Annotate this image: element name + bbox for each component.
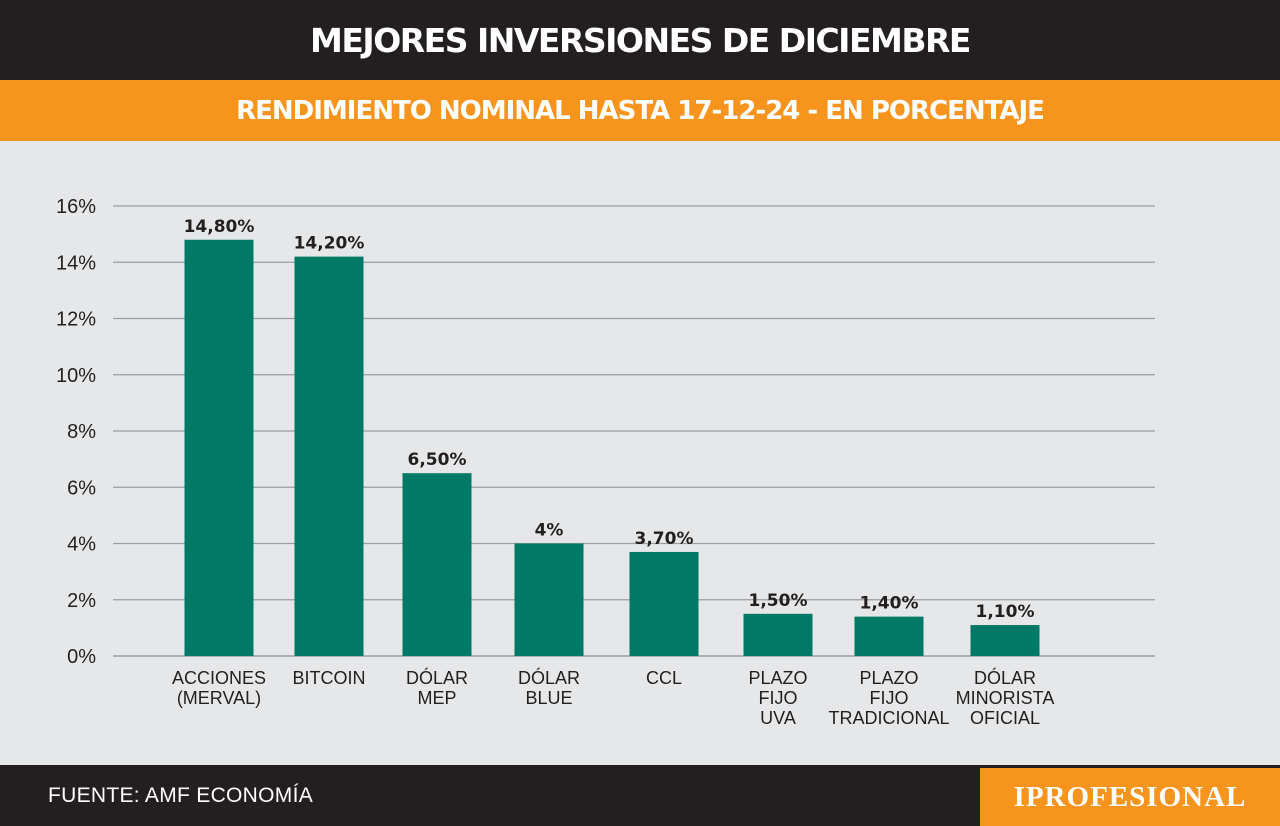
category-label-line: CCL (646, 668, 682, 688)
category-label-line: ACCIONES (172, 668, 266, 688)
value-label: 14,80% (184, 217, 255, 237)
category-label: DÓLAR MEP (406, 667, 468, 708)
y-tick-label: 14% (56, 252, 96, 274)
value-label: 4% (535, 521, 564, 541)
category-label-line: TRADICIONAL (828, 708, 949, 728)
category-label: BITCOIN (292, 668, 365, 688)
bar (854, 616, 924, 656)
value-label: 6,50% (408, 450, 467, 470)
y-tick-label: 16% (56, 196, 96, 218)
category-label-line: MEP (417, 688, 456, 708)
category-label-line: BLUE (525, 688, 572, 708)
chart-subtitle: RENDIMIENTO NOMINAL HASTA 17-12-24 - EN … (0, 80, 1280, 141)
bar (629, 551, 699, 656)
category-label-line: BITCOIN (292, 668, 365, 688)
y-tick-label: 0% (67, 646, 96, 668)
chart-title: MEJORES INVERSIONES DE DICIEMBRE (0, 0, 1280, 80)
chart-area: 0% 2% 4% 6% 8% 10% 12% 14% 16% 14,80% ACCIONES (MER… (0, 141, 1280, 765)
value-label: 14,20% (294, 234, 365, 254)
category-label: PLAZO FIJO UVA (748, 668, 807, 728)
category-label-line: FIJO (759, 688, 798, 708)
bar (514, 543, 584, 656)
category-label: ACCIONES (MERVAL) (172, 668, 266, 708)
value-label: 1,50% (749, 591, 808, 611)
bar (294, 256, 364, 656)
category-label-line: (MERVAL) (177, 688, 261, 708)
bar (743, 613, 813, 656)
category-label: DÓLAR BLUE (518, 667, 580, 708)
y-tick-label: 6% (67, 477, 96, 499)
category-label-line: DÓLAR (974, 667, 1036, 688)
category-label-line: FIJO (870, 688, 909, 708)
brand-logo[interactable]: IPROFESIONAL (980, 768, 1280, 826)
category-label: PLAZO FIJO TRADICIONAL (828, 668, 949, 728)
category-label-line: MINORISTA (956, 688, 1055, 708)
footer: FUENTE: AMF ECONOMÍA IPROFESIONAL (0, 765, 1280, 826)
category-label-line: DÓLAR (518, 667, 580, 688)
bar (402, 473, 472, 656)
category-label: CCL (646, 668, 682, 688)
y-tick-label: 4% (67, 534, 96, 556)
category-label: DÓLAR MINORISTA OFICIAL (956, 667, 1055, 728)
category-label-line: PLAZO (748, 668, 807, 688)
y-tick-label: 2% (67, 590, 96, 612)
category-label-line: OFICIAL (970, 708, 1040, 728)
bar-chart: 0% 2% 4% 6% 8% 10% 12% 14% 16% 14,80% ACCIONES (MER… (56, 196, 1155, 728)
value-label: 1,10% (976, 602, 1035, 622)
category-label-line: PLAZO (859, 668, 918, 688)
source-text: FUENTE: AMF ECONOMÍA (48, 783, 314, 807)
bar (970, 625, 1040, 656)
y-tick-label: 10% (56, 365, 96, 387)
y-tick-label: 8% (67, 421, 96, 443)
value-label: 3,70% (635, 529, 694, 549)
y-tick-label: 12% (56, 309, 96, 331)
category-label-line: DÓLAR (406, 667, 468, 688)
value-label: 1,40% (860, 594, 919, 614)
category-label-line: UVA (760, 708, 796, 728)
bar (184, 239, 254, 656)
